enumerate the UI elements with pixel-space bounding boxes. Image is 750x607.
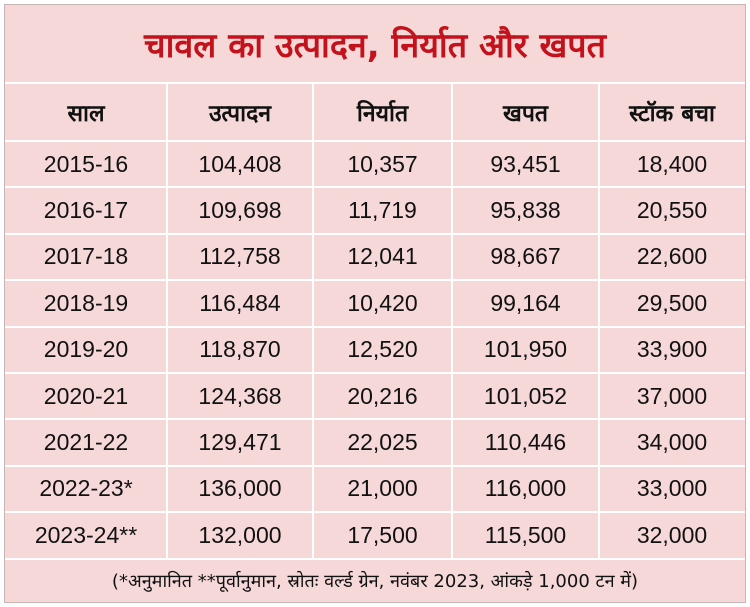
- table-cell: 109,698: [198, 197, 282, 224]
- row-divider: [5, 140, 745, 142]
- row-year: 2020-21: [43, 382, 129, 409]
- table-cell: 10,420: [347, 289, 418, 316]
- table-cell: 116,484: [199, 289, 281, 316]
- table-cell: 11,719: [348, 197, 417, 224]
- table-cell: 93,451: [490, 150, 561, 177]
- table-cell: 12,041: [347, 243, 418, 270]
- column-header: साल: [67, 101, 105, 127]
- row-divider: [5, 557, 745, 560]
- column-header: निर्यात: [356, 101, 409, 127]
- column-divider: [312, 83, 314, 559]
- column-divider: [598, 83, 600, 559]
- row-divider: [5, 464, 745, 467]
- table-cell: 20,550: [636, 197, 708, 224]
- row-year: 2021-22: [43, 429, 129, 456]
- table-cell: 112,758: [199, 243, 281, 270]
- row-year: 2017-18: [43, 243, 129, 270]
- footnote: (*अनुमानित **पूर्वानुमान, स्रोतः वर्ल्ड …: [111, 571, 639, 592]
- row-divider: [5, 372, 745, 374]
- table-cell: 132,000: [198, 521, 282, 548]
- table-cell: 17,500: [347, 521, 418, 548]
- table-cell: 115,500: [484, 521, 567, 548]
- row-year: 2016-17: [43, 197, 129, 224]
- row-divider: [5, 186, 745, 189]
- table-cell: 124,368: [198, 382, 282, 409]
- row-divider: [5, 418, 745, 421]
- table-cell: 136,000: [198, 475, 282, 502]
- table-cell: 34,000: [636, 429, 708, 456]
- table-cell: 110,446: [484, 429, 567, 456]
- table-cell: 10,357: [347, 150, 418, 177]
- table-cell: 21,000: [347, 475, 418, 502]
- table-cell: 98,667: [490, 243, 561, 270]
- row-year: 2023-24**: [34, 521, 138, 548]
- table-cell: 95,838: [490, 197, 561, 224]
- row-divider: [5, 279, 745, 282]
- row-divider: [5, 511, 745, 514]
- row-divider: [5, 325, 745, 328]
- table-frame: चावल का उत्पादन, निर्यात और खपत साल उत्पा…: [4, 4, 746, 603]
- column-header: स्टॉक बचा: [629, 101, 715, 127]
- column-header: खपत: [503, 101, 548, 127]
- table-cell: 29,500: [636, 289, 708, 316]
- table-cell: 33,900: [636, 336, 708, 363]
- column-divider: [451, 83, 453, 559]
- row-divider: [5, 232, 745, 235]
- row-year: 2022-23*: [39, 475, 133, 502]
- table-cell: 20,216: [347, 382, 418, 409]
- row-divider: [5, 82, 745, 84]
- table-cell: 22,025: [347, 429, 418, 456]
- row-year: 2019-20: [43, 336, 129, 363]
- page-title: चावल का उत्पादन, निर्यात और खपत: [144, 26, 606, 66]
- row-year: 2015-16: [43, 150, 129, 177]
- table-cell: 99,164: [490, 289, 561, 316]
- table-cell: 101,052: [483, 382, 568, 409]
- table-cell: 104,408: [198, 150, 282, 177]
- table-cell: 118,870: [199, 336, 281, 363]
- row-year: 2018-19: [43, 289, 129, 316]
- table-cell: 116,000: [484, 475, 567, 502]
- table-cell: 22,600: [636, 243, 708, 270]
- table-cell: 129,471: [198, 429, 282, 456]
- table-cell: 33,000: [636, 475, 708, 502]
- table-cell: 18,400: [636, 150, 708, 177]
- table-cell: 12,520: [347, 336, 418, 363]
- column-divider: [166, 83, 168, 559]
- table-cell: 37,000: [636, 382, 708, 409]
- table-cell: 101,950: [483, 336, 568, 363]
- table-cell: 32,000: [636, 521, 708, 548]
- column-header: उत्पादन: [208, 101, 272, 127]
